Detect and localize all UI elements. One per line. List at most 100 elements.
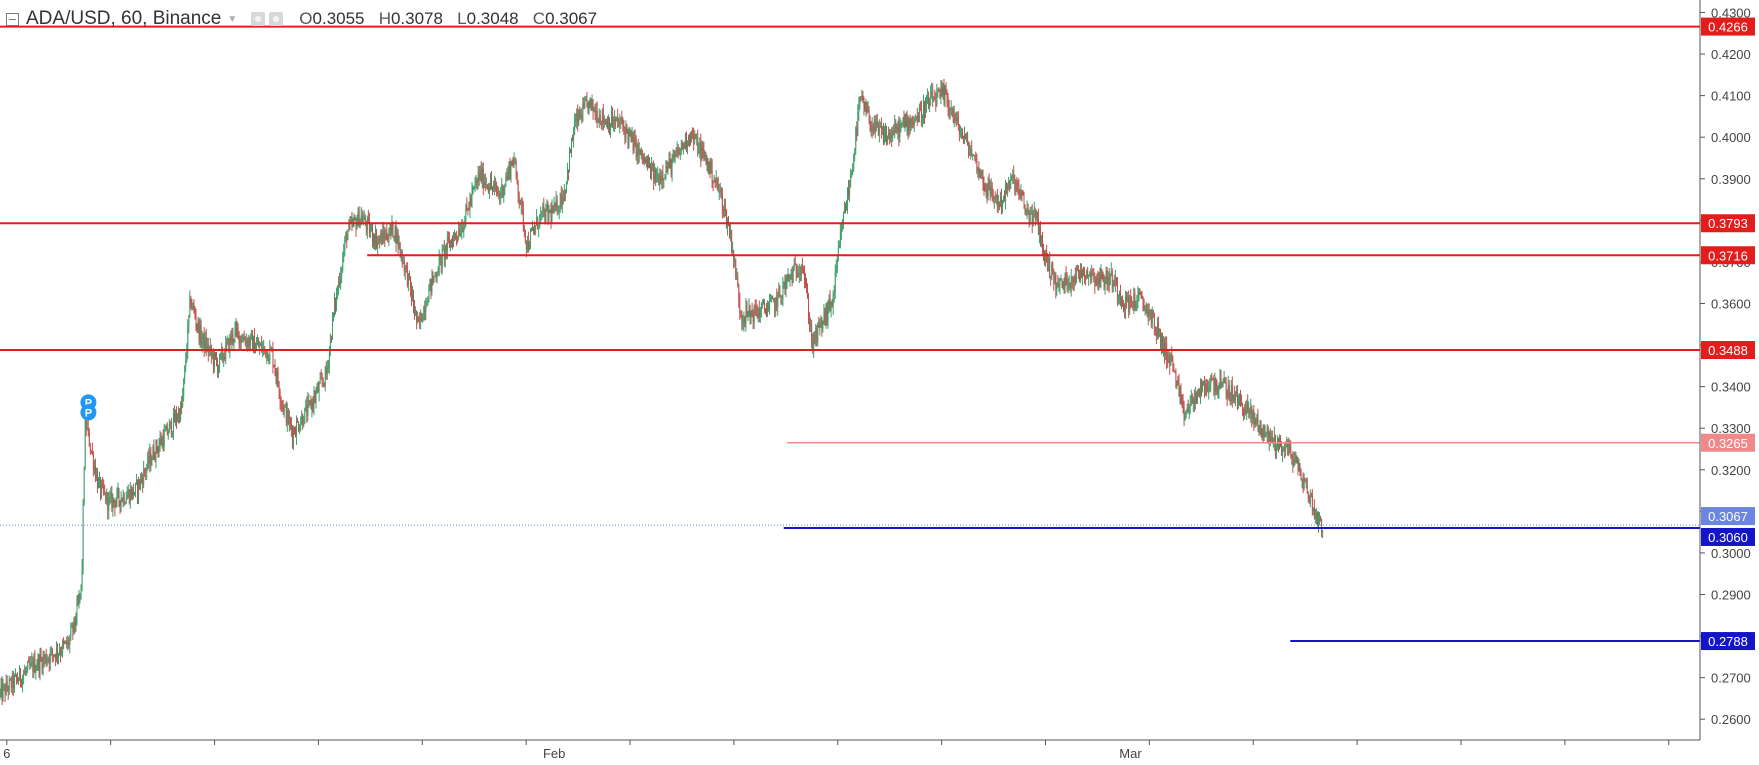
candle-body [993, 197, 995, 200]
candle-body [1076, 267, 1078, 271]
price-tick-label: 0.4200 [1711, 47, 1751, 62]
candle-body [161, 437, 163, 445]
candle-body [1, 684, 3, 699]
candle-body [556, 199, 558, 213]
candle-body [1017, 183, 1019, 186]
candle-body [237, 329, 239, 332]
candle-body [142, 478, 144, 485]
candle-body [228, 338, 230, 352]
collapse-icon[interactable] [6, 12, 19, 26]
candle-body [540, 212, 542, 215]
candle-body [47, 658, 49, 661]
candle-body [528, 239, 529, 250]
candle-body [476, 180, 478, 183]
candle-body [137, 481, 138, 496]
candle-body [5, 682, 7, 695]
candle-body [1309, 493, 1311, 504]
candle-body [879, 126, 881, 128]
candle-body [109, 497, 111, 499]
candle-body [413, 294, 415, 307]
candle-body [429, 278, 431, 287]
candle-body [36, 666, 38, 669]
candle-body [1174, 370, 1176, 372]
candle-body [20, 669, 22, 682]
candle-body [253, 336, 254, 351]
candle-body [1205, 383, 1207, 395]
candle-body [1116, 282, 1118, 298]
price-tick-label: 0.4100 [1711, 89, 1751, 104]
candle-body [1206, 383, 1208, 388]
candle-body [342, 256, 344, 270]
candle-body [821, 319, 823, 328]
candle-body [894, 123, 896, 136]
candle-body [884, 133, 885, 143]
candle-body [859, 100, 861, 105]
candle-body [1240, 398, 1242, 401]
candle-body [1097, 279, 1099, 285]
candle-body [1158, 323, 1159, 332]
candle-body [840, 228, 842, 232]
candle-body [1131, 301, 1133, 303]
settings-icon[interactable] [251, 12, 266, 26]
candle-body [308, 400, 310, 402]
symbol-title[interactable]: ADA/USD, 60, Binance [26, 8, 222, 29]
candle-body [851, 172, 853, 177]
candle-body [9, 679, 11, 681]
candle-body [130, 489, 132, 499]
candle-body [418, 317, 420, 321]
candle-body [59, 652, 61, 654]
candle-body [938, 89, 940, 91]
candle-body [543, 206, 545, 212]
candle-body [417, 317, 419, 322]
candle-body [1265, 433, 1267, 435]
dropdown-caret-icon[interactable]: ▼ [227, 13, 238, 25]
candle-body [1157, 323, 1158, 336]
candle-body [1315, 516, 1316, 519]
candle-body [390, 225, 392, 231]
candle-body [394, 225, 396, 237]
candle-body [824, 312, 826, 322]
candle-body [11, 674, 13, 689]
candle-body [547, 204, 549, 218]
candle-body [937, 89, 939, 93]
close-icon[interactable] [269, 12, 284, 26]
candle-body [1203, 383, 1205, 385]
candle-body [71, 625, 73, 628]
candle-body [81, 566, 83, 585]
candle-body [248, 339, 250, 346]
candle-body [897, 122, 899, 132]
candle-body [1191, 395, 1193, 404]
candle-body [581, 115, 583, 121]
candle-body [777, 292, 779, 308]
candle-body [658, 174, 660, 185]
candle-body [1145, 304, 1147, 306]
candle-body [735, 258, 737, 280]
candle-body [1106, 270, 1108, 286]
candle-body [147, 456, 149, 468]
candle-body [294, 429, 295, 434]
candle-body [712, 182, 714, 184]
candle-body [442, 248, 444, 250]
candle-body [935, 99, 937, 106]
price-axis: 0.26000.27000.28000.29000.30000.31000.32… [0, 0, 1751, 741]
candle-body [1103, 279, 1105, 288]
candle-body [1165, 342, 1167, 355]
candle-body [1079, 271, 1080, 280]
candle-body [571, 137, 573, 153]
candle-body [432, 275, 434, 282]
candle-body [698, 151, 700, 154]
candle-body [534, 229, 536, 232]
candle-body [1110, 271, 1112, 275]
candle-body [1232, 394, 1234, 401]
candle-body [438, 258, 440, 274]
candle-body [637, 143, 639, 156]
candle-body [135, 483, 136, 493]
time-axis: 6 Feb Mar [3, 740, 1670, 761]
candle-body [891, 135, 893, 139]
candle-body [125, 499, 127, 504]
candle-body [114, 501, 116, 508]
candle-body [632, 134, 634, 151]
candle-body [716, 178, 718, 185]
ohlc-high-value: 0.3078 [390, 9, 443, 28]
